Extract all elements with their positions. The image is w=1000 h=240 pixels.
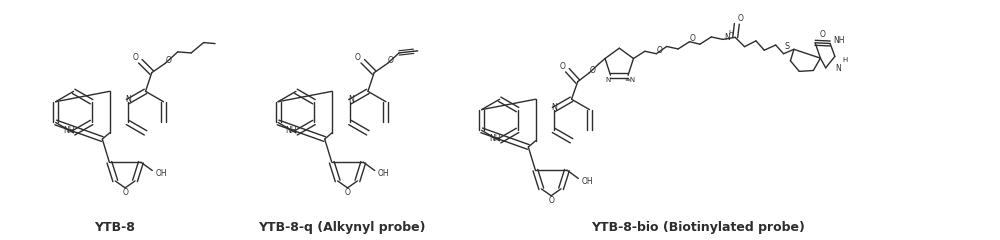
Text: N: N	[552, 103, 557, 112]
Text: O: O	[560, 62, 565, 71]
Text: H: H	[728, 30, 733, 36]
Text: O: O	[738, 14, 744, 24]
Text: OH: OH	[378, 169, 389, 178]
Text: S: S	[784, 42, 790, 51]
Text: NH: NH	[489, 134, 500, 143]
Text: O: O	[656, 46, 662, 55]
Text: O: O	[388, 56, 394, 65]
Text: =N: =N	[624, 77, 636, 83]
Text: YTB-8-bio (Biotinylated probe): YTB-8-bio (Biotinylated probe)	[591, 222, 805, 234]
Text: YTB-8-q (Alkynyl probe): YTB-8-q (Alkynyl probe)	[258, 222, 426, 234]
Text: OH: OH	[155, 169, 167, 178]
Text: O: O	[122, 188, 128, 197]
Text: O: O	[548, 196, 554, 205]
Text: O: O	[165, 56, 171, 65]
Text: N: N	[348, 95, 354, 104]
Text: N: N	[605, 77, 610, 83]
Text: N: N	[126, 95, 131, 104]
Text: O: O	[589, 66, 595, 75]
Text: NH: NH	[833, 36, 845, 45]
Text: N: N	[835, 64, 841, 72]
Text: O: O	[132, 53, 138, 62]
Text: O: O	[690, 34, 695, 43]
Text: O: O	[820, 30, 826, 39]
Text: N: N	[724, 33, 730, 42]
Text: O: O	[355, 53, 361, 62]
Text: YTB-8: YTB-8	[94, 222, 135, 234]
Text: NH: NH	[285, 126, 297, 135]
Text: NH: NH	[63, 126, 74, 135]
Text: O: O	[345, 188, 350, 197]
Text: OH: OH	[581, 177, 593, 186]
Text: H: H	[842, 57, 847, 63]
